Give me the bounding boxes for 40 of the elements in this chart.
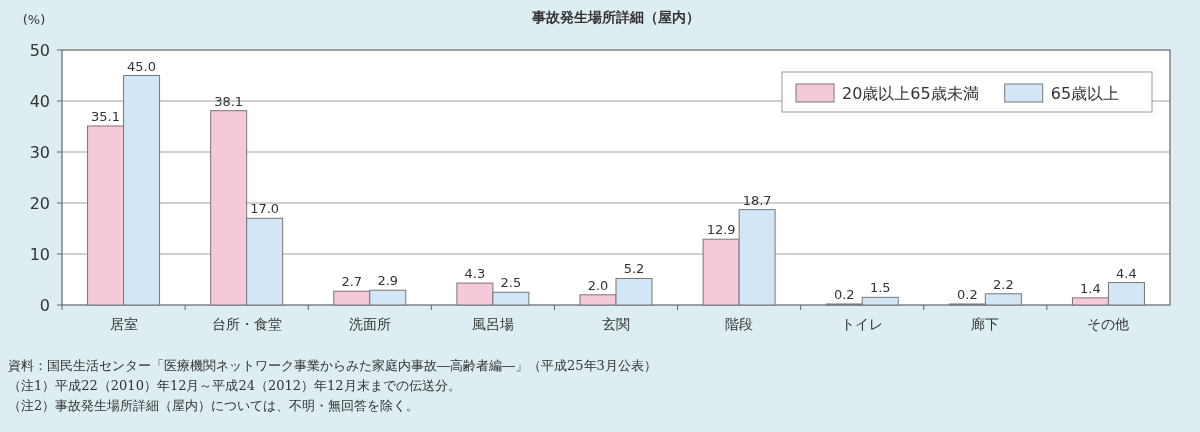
text: 資料：国民生活センター「医療機関ネットワーク事業からみた家庭内事故―高齢者編―」（平成25年3月公表） (8, 358, 657, 373)
x-tick-label: 台所・食堂 (211, 316, 282, 332)
text: （注1）平成22（2010）年12月～平成24（2012）年12月末までの伝送分。 (8, 378, 461, 393)
text: （注2）事故発生場所詳細（屋内）については、不明・無回答を除く。 (8, 398, 420, 413)
data-label: 5.2 (623, 261, 645, 277)
data-label: 35.1 (91, 108, 121, 124)
x-tick-label: 風呂場 (471, 316, 514, 332)
y-axis-title: (%) (22, 12, 46, 27)
x-tick-label: 洗面所 (348, 316, 391, 332)
x-tick-label: 階段 (725, 316, 754, 332)
data-label: 18.7 (742, 192, 772, 208)
x-tick-label: 廊下 (971, 316, 1000, 332)
x-tick-label: 居室 (109, 316, 138, 332)
x-tick-label: トイレ (841, 316, 884, 332)
chart-title: 事故発生場所詳細（屋内） (531, 9, 700, 25)
y-tick-label: 40 (29, 92, 50, 111)
data-label: 0.2 (833, 286, 855, 302)
y-tick-label: 0 (39, 296, 50, 315)
data-label: 0.2 (956, 286, 978, 302)
x-tick-label: その他 (1087, 316, 1130, 332)
data-label: 1.4 (1080, 280, 1101, 296)
data-label: 2.9 (377, 273, 399, 289)
data-label: 2.7 (341, 274, 363, 290)
data-label: 4.3 (464, 266, 486, 282)
data-label: 1.5 (869, 280, 891, 296)
y-tick-label: 50 (29, 41, 50, 60)
legend-label: 20歳以上65歳未満 (842, 84, 979, 103)
x-tick-label: 玄関 (602, 316, 630, 332)
data-label: 2.2 (992, 276, 1014, 292)
y-tick-label: 10 (29, 245, 50, 264)
data-label: 12.9 (706, 222, 736, 238)
data-label: 17.0 (250, 201, 280, 217)
data-label: 45.0 (127, 58, 157, 74)
y-tick-label: 20 (29, 194, 50, 213)
data-label: 38.1 (214, 93, 244, 109)
legend-label: 65歳以上 (1050, 84, 1120, 103)
data-label: 4.4 (1116, 265, 1137, 281)
y-tick-label: 30 (29, 143, 50, 162)
data-label: 2.0 (587, 277, 609, 293)
data-label: 2.5 (500, 275, 522, 291)
